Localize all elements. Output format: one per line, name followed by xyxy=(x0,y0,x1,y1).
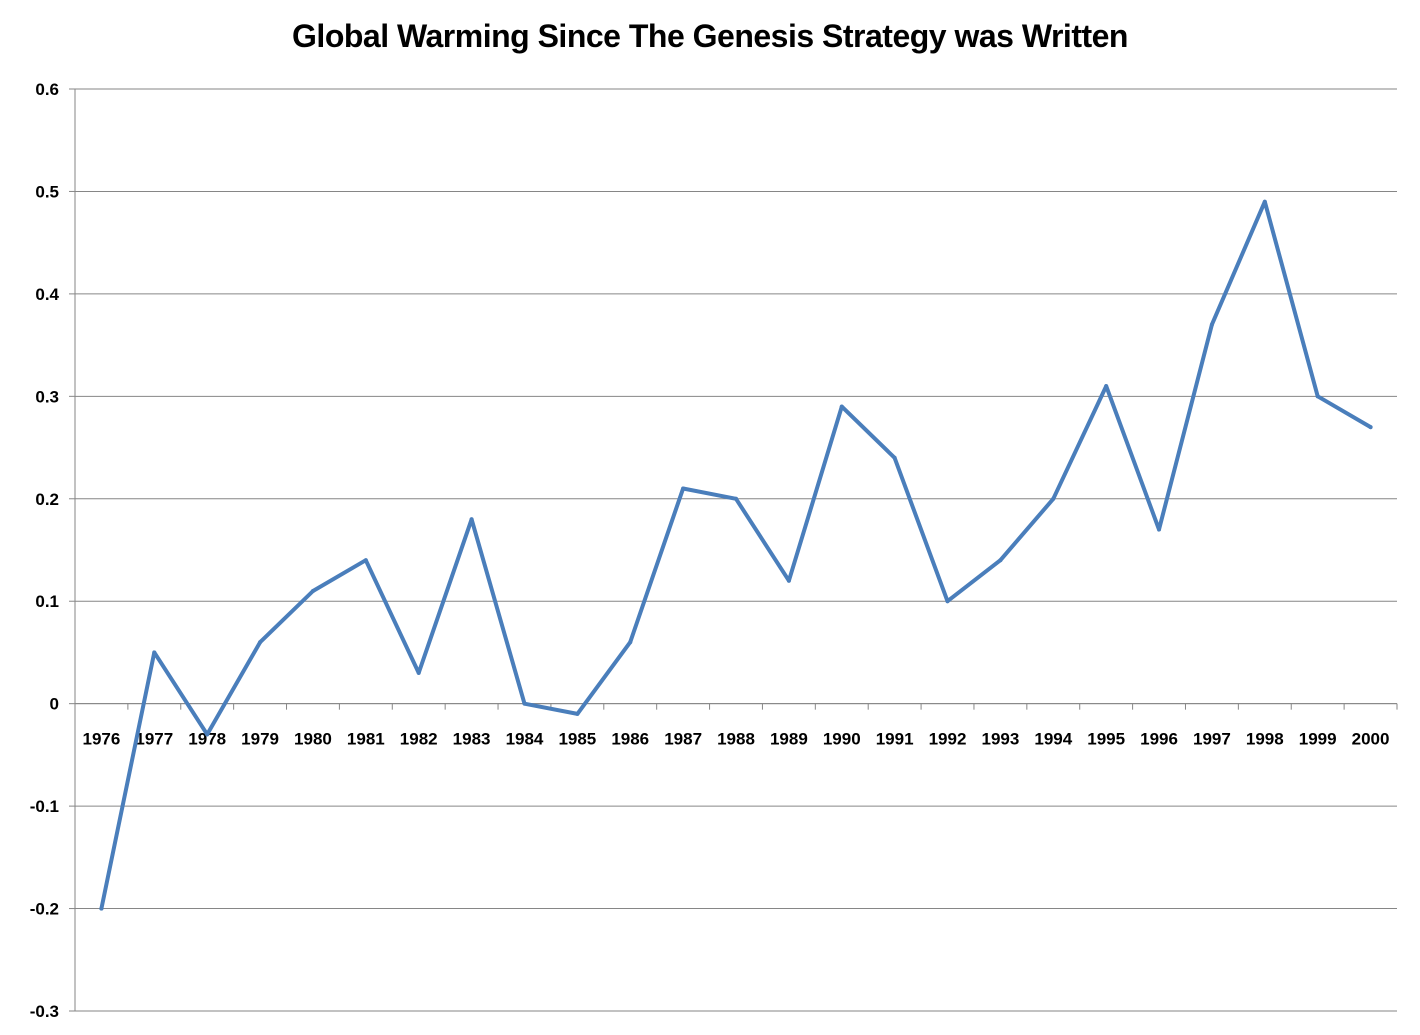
data-point xyxy=(363,558,368,563)
data-point xyxy=(1315,394,1320,399)
data-point xyxy=(839,404,844,409)
y-tick-label: 0.6 xyxy=(35,80,59,99)
data-point xyxy=(99,906,104,911)
y-tick-label: 0.3 xyxy=(35,387,59,406)
y-tick-label: -0.1 xyxy=(30,797,59,816)
x-tick-label: 1990 xyxy=(823,730,861,749)
data-point xyxy=(786,578,791,583)
data-point xyxy=(152,650,157,655)
data-point xyxy=(522,701,527,706)
y-tick-labels: -0.3 -0.2 -0.1 0 0.1 0.2 0.3 0.4 0.5 0.6 xyxy=(30,80,60,1021)
x-tick-label: 1982 xyxy=(400,730,438,749)
data-point xyxy=(892,455,897,460)
x-tick-label: 1999 xyxy=(1299,730,1337,749)
x-tick-label: 1987 xyxy=(664,730,702,749)
data-point xyxy=(1262,199,1267,204)
x-tick-label: 1992 xyxy=(929,730,967,749)
y-tick-label: -0.3 xyxy=(30,1002,59,1021)
data-point xyxy=(998,558,1003,563)
data-point xyxy=(1157,527,1162,532)
x-tick-label: 1989 xyxy=(770,730,808,749)
y-tick-label: 0.2 xyxy=(35,490,59,509)
gridlines xyxy=(75,88,1397,1012)
x-tick-label: 1994 xyxy=(1034,730,1072,749)
x-tick-label: 1980 xyxy=(294,730,332,749)
x-tick-label: 1983 xyxy=(453,730,491,749)
x-tick-label: 1996 xyxy=(1140,730,1178,749)
x-tick-label: 1986 xyxy=(611,730,649,749)
y-tick-label: 0.1 xyxy=(35,592,59,611)
data-point xyxy=(205,732,210,737)
y-tick-label: -0.2 xyxy=(30,900,59,919)
x-tick-label: 1988 xyxy=(717,730,755,749)
data-point xyxy=(1104,384,1109,389)
data-point xyxy=(681,486,686,491)
x-tick-label: 1978 xyxy=(188,730,226,749)
data-point xyxy=(469,517,474,522)
x-tick-label: 1979 xyxy=(241,730,279,749)
x-tick-label: 1984 xyxy=(506,730,544,749)
data-point xyxy=(734,496,738,501)
y-tick-label: 0 xyxy=(50,695,59,714)
y-tick-label: 0.5 xyxy=(35,182,59,201)
data-point xyxy=(628,640,633,645)
series-line xyxy=(99,199,1373,911)
data-point xyxy=(1368,425,1373,430)
x-tick-label: 1976 xyxy=(83,730,121,749)
axes xyxy=(69,88,1398,1012)
data-point xyxy=(945,599,950,604)
chart-title: Global Warming Since The Genesis Strateg… xyxy=(292,18,1128,54)
x-tick-label: 1977 xyxy=(135,730,173,749)
x-tick-label: 1981 xyxy=(347,730,385,749)
data-point xyxy=(310,588,315,593)
data-point xyxy=(1051,496,1056,501)
x-tick-label: 2000 xyxy=(1352,730,1390,749)
x-tick-label: 1997 xyxy=(1193,730,1231,749)
data-point xyxy=(258,640,263,645)
x-tick-label: 1991 xyxy=(876,730,914,749)
x-tick-labels: 1976 1977 1978 1979 1980 1981 1982 1983 1984 1985… xyxy=(83,730,1390,749)
x-tick-label: 1985 xyxy=(558,730,596,749)
series xyxy=(99,199,1373,911)
data-point xyxy=(416,670,421,675)
x-tick-label: 1998 xyxy=(1246,730,1284,749)
x-tick-label: 1995 xyxy=(1087,730,1125,749)
y-tick-label: 0.4 xyxy=(35,285,59,304)
data-point xyxy=(1209,322,1214,327)
data-point xyxy=(575,711,580,716)
x-tick-label: 1993 xyxy=(981,730,1019,749)
